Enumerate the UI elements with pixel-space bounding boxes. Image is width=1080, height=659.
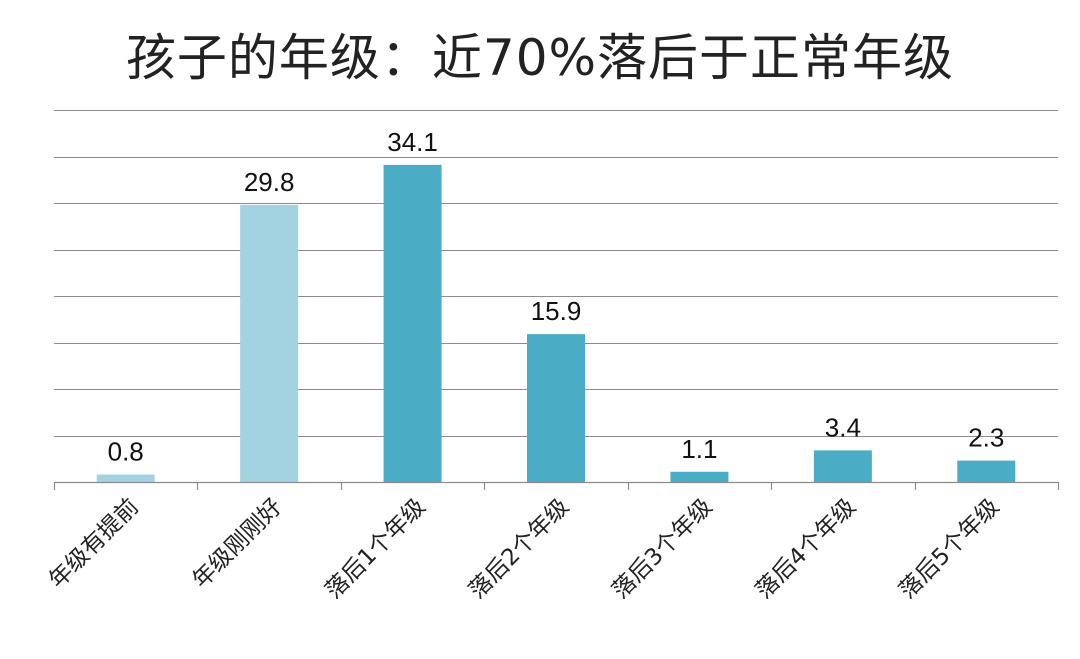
bar xyxy=(240,204,299,483)
data-label: 29.8 xyxy=(244,167,295,197)
category-label: 年级刚刚好 xyxy=(188,494,288,594)
data-label: 15.9 xyxy=(531,296,582,326)
bar xyxy=(813,450,872,482)
bar xyxy=(383,164,442,482)
category-label: 落后5个年级 xyxy=(894,494,1004,604)
bar xyxy=(670,471,729,482)
bar xyxy=(96,474,155,482)
bar xyxy=(957,460,1016,482)
chart-title: 孩子的年级：近70%落后于正常年级 xyxy=(125,29,955,87)
category-label: 落后3个年级 xyxy=(608,494,718,604)
data-label: 0.8 xyxy=(108,437,144,467)
category-label: 落后2个年级 xyxy=(464,494,574,604)
data-label: 1.1 xyxy=(681,434,717,464)
data-label: 2.3 xyxy=(968,423,1004,453)
data-label: 34.1 xyxy=(387,127,438,157)
bar xyxy=(527,334,585,482)
category-label: 落后4个年级 xyxy=(751,494,861,604)
category-label: 年级有提前 xyxy=(44,494,144,594)
data-label: 3.4 xyxy=(825,412,861,442)
category-label: 落后1个年级 xyxy=(321,494,431,604)
